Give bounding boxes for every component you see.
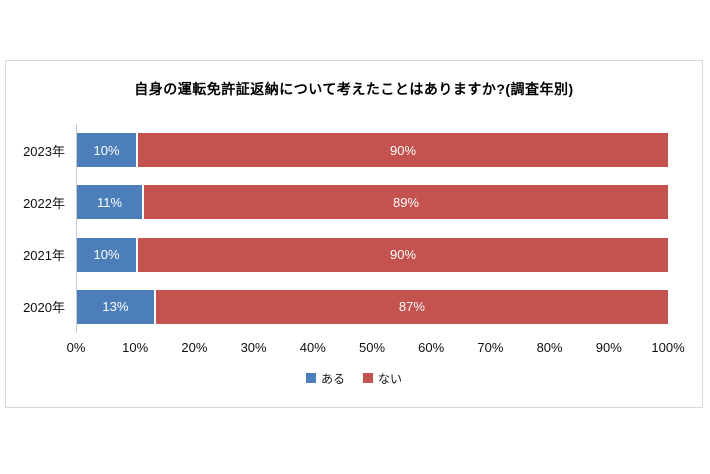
bar-segment-s1: 90% [136,133,668,168]
y-axis-labels: 2023年 2022年 2021年 2020年 [6,124,76,333]
bar-row: 10% 90% [77,229,668,281]
x-tick-label: 40% [299,340,326,355]
legend-label: ない [378,371,403,386]
bar-row: 13% 87% [77,281,668,333]
stacked-bar: 13% 87% [77,289,668,324]
x-tick-label: 20% [181,340,208,355]
bar-value-label: 10% [93,247,120,263]
bar-value-label: 90% [390,142,417,158]
bar-value-label: 10% [93,142,120,158]
legend-swatch [363,373,373,383]
bar-segment-s0: 10% [77,133,137,168]
plot-region: 2023年 2022年 2021年 2020年 10% 90% 11% 89% 10% 90% 1… [6,124,669,333]
category-label: 2021年 [23,248,65,264]
legend: ある ない [6,370,702,386]
bar-segment-s0: 10% [77,237,137,272]
bar-segment-s1: 90% [136,237,668,272]
x-tick-label: 90% [595,340,622,355]
stacked-bar: 11% 89% [77,185,668,220]
x-tick-label: 70% [477,340,504,355]
bar-segment-s1: 89% [142,185,668,220]
bar-value-label: 89% [392,194,419,210]
bar-value-label: 90% [390,247,417,263]
bar-value-label: 13% [102,299,129,315]
bar-row: 10% 90% [77,124,668,176]
legend-swatch [305,373,316,383]
category-label: 2023年 [23,143,65,159]
chart-title: 自身の運転免許証返納について考えたことはありますか?(調査年別) [134,81,574,97]
bar-value-label: 11% [96,194,123,210]
x-tick-label: 0% [66,340,86,355]
legend-label: ある [320,371,345,386]
category-label: 2022年 [23,195,65,211]
bar-segment-s0: 13% [77,289,154,324]
bar-segment-s0: 11% [77,185,142,220]
plot-area: 10% 90% 11% 89% 10% 90% 13% 87% [76,124,668,333]
x-tick-label: 80% [536,340,563,355]
bar-segment-s1: 87% [153,289,668,324]
stacked-bar: 10% 90% [77,237,668,272]
chart-frame: 自身の運転免許証返納について考えたことはありますか?(調査年別) 2023年 20… [5,60,703,408]
stacked-bar: 10% 90% [77,133,668,168]
x-tick-label: 50% [358,340,386,355]
bar-row: 11% 89% [77,176,668,228]
bar-value-label: 87% [398,299,425,315]
x-tick-label: 60% [418,340,445,355]
x-tick-label: 100% [651,340,685,355]
legend-item: ある [305,370,345,387]
legend-item: ない [363,370,402,387]
x-axis: 0% 10% 20% 30% 40% 50% 60% 70% 80% 90% 100% [67,340,685,358]
category-label: 2020年 [23,300,65,316]
x-tick-label: 10% [122,340,149,355]
x-tick-label: 30% [240,340,267,355]
